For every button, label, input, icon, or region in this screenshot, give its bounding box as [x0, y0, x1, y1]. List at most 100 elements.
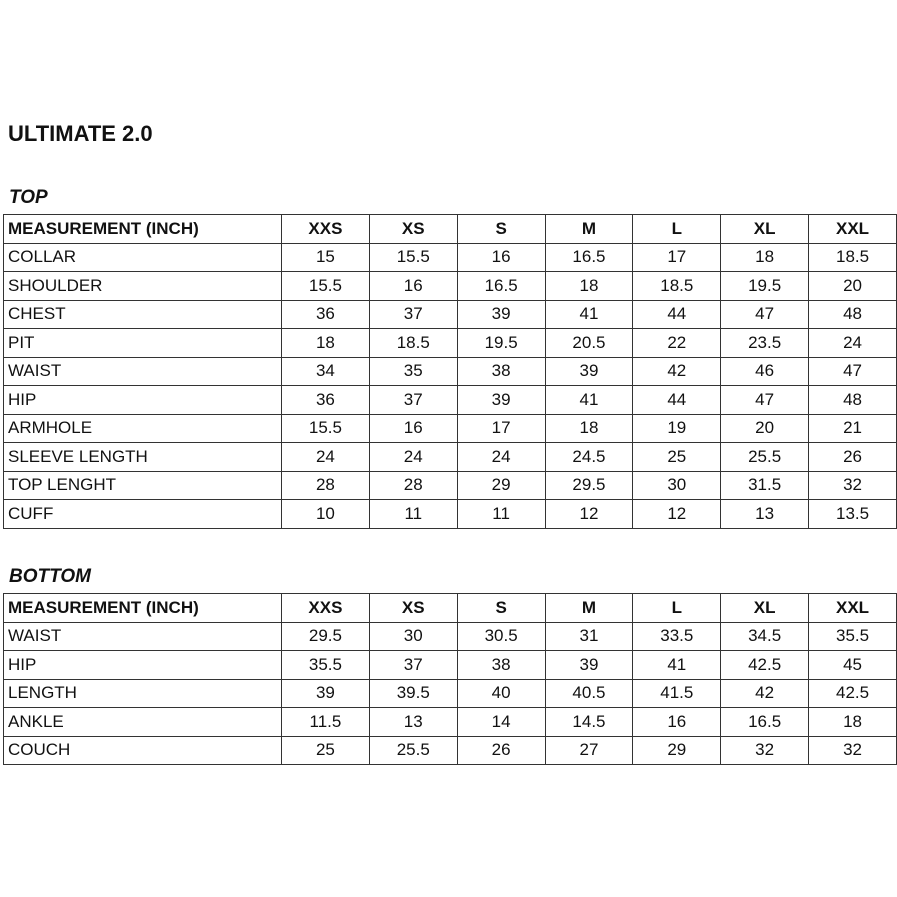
cell-value: 29: [632, 735, 722, 765]
cell-value: 15.5: [281, 413, 370, 443]
cell-value: 25: [632, 442, 722, 472]
table-row: CHEST 36 37 39 41 44 47 48: [3, 299, 897, 329]
cell-value: 19.5: [456, 328, 546, 358]
bottom-size-table: MEASUREMENT (INCH) XXS XS S M L XL XXL WAIST 29.5…: [3, 593, 897, 765]
cell-value: XS: [368, 214, 458, 244]
cell-value: 32: [808, 470, 897, 500]
cell-value: 18.5: [808, 242, 897, 272]
table-row: SHOULDER 15.5 16 16.5 18 18.5 19.5 20: [3, 271, 897, 301]
cell-value: 48: [808, 299, 897, 329]
cell-value: 25.5: [368, 735, 458, 765]
cell-value: 13: [368, 707, 458, 737]
cell-value: L: [632, 593, 722, 623]
top-size-table: MEASUREMENT (INCH) XXS XS S M L XL XXL COLLAR 15 1…: [3, 214, 897, 529]
cell-value: 33.5: [632, 621, 722, 651]
cell-value: 41: [632, 650, 722, 680]
row-label: COUCH: [3, 735, 282, 765]
cell-value: 30: [632, 470, 722, 500]
row-label: PIT: [3, 328, 282, 358]
cell-value: 12: [544, 499, 634, 529]
cell-value: 16.5: [456, 271, 546, 301]
cell-value: 20.5: [544, 328, 634, 358]
cell-value: XS: [368, 593, 458, 623]
cell-value: XXL: [808, 214, 897, 244]
cell-value: 18: [281, 328, 370, 358]
table-row: TOP LENGHT 28 28 29 29.5 30 31.5 32: [3, 470, 897, 500]
cell-value: 36: [281, 299, 370, 329]
cell-value: 16: [632, 707, 722, 737]
cell-value: 16.5: [720, 707, 810, 737]
cell-value: 41.5: [632, 678, 722, 708]
table-row: ANKLE 11.5 13 14 14.5 16 16.5 18: [3, 707, 897, 737]
cell-value: 38: [456, 356, 546, 386]
table-row: COLLAR 15 15.5 16 16.5 17 18 18.5: [3, 242, 897, 272]
row-label: WAIST: [3, 356, 282, 386]
cell-value: 20: [808, 271, 897, 301]
cell-value: 41: [544, 385, 634, 415]
cell-value: 35.5: [808, 621, 897, 651]
cell-value: 15.5: [281, 271, 370, 301]
cell-value: 14: [456, 707, 546, 737]
cell-value: XXL: [808, 593, 897, 623]
cell-value: 18.5: [632, 271, 722, 301]
cell-value: 29.5: [544, 470, 634, 500]
cell-value: 37: [368, 385, 458, 415]
table-row: COUCH 25 25.5 26 27 29 32 32: [3, 735, 897, 765]
cell-value: 24: [368, 442, 458, 472]
cell-value: 27: [544, 735, 634, 765]
row-label: WAIST: [3, 621, 282, 651]
cell-value: 13.5: [808, 499, 897, 529]
table-row: HIP 35.5 37 38 39 41 42.5 45: [3, 650, 897, 680]
cell-value: 42: [720, 678, 810, 708]
row-label: HIP: [3, 385, 282, 415]
cell-value: 19: [632, 413, 722, 443]
cell-value: 35: [368, 356, 458, 386]
row-label: LENGTH: [3, 678, 282, 708]
cell-value: 18: [544, 413, 634, 443]
cell-value: 38: [456, 650, 546, 680]
cell-value: 39.5: [368, 678, 458, 708]
cell-value: S: [456, 593, 546, 623]
row-label: SHOULDER: [3, 271, 282, 301]
cell-value: 45: [808, 650, 897, 680]
cell-value: 42.5: [808, 678, 897, 708]
cell-value: 44: [632, 385, 722, 415]
cell-value: 15.5: [368, 242, 458, 272]
cell-value: 13: [720, 499, 810, 529]
table-row: PIT 18 18.5 19.5 20.5 22 23.5 24: [3, 328, 897, 358]
cell-value: 17: [632, 242, 722, 272]
cell-value: M: [544, 214, 634, 244]
cell-value: 42: [632, 356, 722, 386]
cell-value: 47: [720, 299, 810, 329]
table-row: CUFF 10 11 11 12 12 13 13.5: [3, 499, 897, 529]
cell-value: 36: [281, 385, 370, 415]
cell-value: 21: [808, 413, 897, 443]
cell-value: 32: [808, 735, 897, 765]
cell-value: 16: [368, 271, 458, 301]
cell-value: 37: [368, 299, 458, 329]
cell-value: 31.5: [720, 470, 810, 500]
cell-value: 11: [368, 499, 458, 529]
row-label: COLLAR: [3, 242, 282, 272]
cell-value: 28: [281, 470, 370, 500]
cell-value: 22: [632, 328, 722, 358]
cell-value: 41: [544, 299, 634, 329]
cell-value: 39: [281, 678, 370, 708]
header-row: MEASUREMENT (INCH) XXS XS S M L XL XXL: [3, 214, 897, 244]
cell-value: 18: [544, 271, 634, 301]
cell-value: 39: [456, 299, 546, 329]
cell-value: 25.5: [720, 442, 810, 472]
bottom-section-heading: BOTTOM: [9, 566, 91, 587]
cell-value: 39: [544, 356, 634, 386]
cell-value: 18: [720, 242, 810, 272]
cell-value: XXS: [281, 593, 370, 623]
cell-value: 11: [456, 499, 546, 529]
cell-value: 29: [456, 470, 546, 500]
page-title: ULTIMATE 2.0: [8, 121, 153, 146]
cell-value: 12: [632, 499, 722, 529]
row-label: ARMHOLE: [3, 413, 282, 443]
cell-value: 16: [368, 413, 458, 443]
cell-value: 24.5: [544, 442, 634, 472]
cell-value: 20: [720, 413, 810, 443]
table-row: HIP 36 37 39 41 44 47 48: [3, 385, 897, 415]
